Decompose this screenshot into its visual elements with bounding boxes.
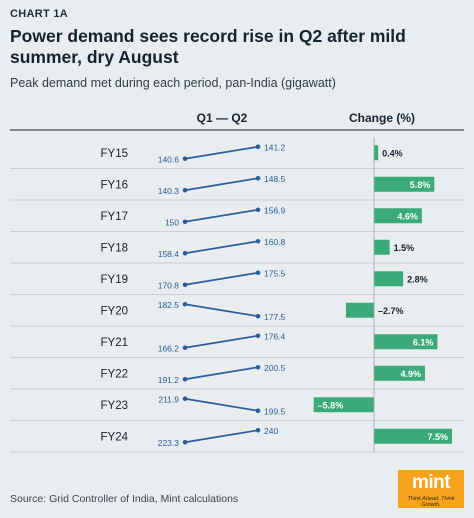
q2-point <box>255 427 261 433</box>
category-label: FY20 <box>101 305 129 317</box>
change-bar <box>374 176 435 192</box>
q2-point <box>255 144 261 150</box>
q2-point <box>255 313 261 319</box>
change-value-label: 4.6% <box>397 211 418 221</box>
change-bar <box>313 397 374 413</box>
q2-value-label: 148.5 <box>264 174 286 184</box>
change-value-label: 0.4% <box>382 148 403 158</box>
change-bar <box>374 239 390 255</box>
q1-point <box>182 156 188 162</box>
slope-line <box>184 145 259 160</box>
chart-kicker: CHART 1A <box>10 8 69 20</box>
q2-point <box>255 207 261 213</box>
change-bar <box>345 302 374 318</box>
q1-value-label: 158.4 <box>158 249 180 259</box>
q2-value-label: 175.5 <box>264 268 286 278</box>
q1-point <box>182 376 188 382</box>
category-label: FY17 <box>101 211 129 223</box>
slope-line <box>184 240 259 255</box>
q2-point <box>255 333 261 339</box>
q2-point <box>255 408 261 414</box>
q1-point <box>182 396 188 402</box>
category-label: FY21 <box>101 337 129 349</box>
change-value-label: 4.9% <box>400 369 421 379</box>
change-value-label: 6.1% <box>413 337 434 347</box>
mint-logo: mint Think Ahead. Think Growth. <box>398 470 464 508</box>
logo-tagline: Think Ahead. Think Growth. <box>407 496 455 508</box>
q1-value-label: 182.5 <box>158 300 180 310</box>
change-value-label: 5.8% <box>410 180 431 190</box>
logo-wordmark: mint <box>411 472 451 493</box>
slope-line <box>184 334 259 349</box>
q2-value-label: 160.8 <box>264 237 286 247</box>
category-label: FY19 <box>101 274 129 286</box>
q1-point <box>182 439 188 445</box>
q1-value-label: 140.6 <box>158 154 180 164</box>
q1-value-label: 211.9 <box>158 394 179 404</box>
q1-point <box>182 301 188 307</box>
slope-line <box>184 177 259 192</box>
q1-value-label: 140.3 <box>158 186 180 196</box>
q2-value-label: 199.5 <box>264 406 286 416</box>
category-label: FY16 <box>101 179 129 191</box>
q2-value-label: 176.4 <box>264 331 286 341</box>
source-note: Source: Grid Controller of India, Mint c… <box>10 493 239 505</box>
category-label: FY24 <box>101 431 129 443</box>
q2-point <box>255 238 261 244</box>
change-value-label: 7.5% <box>427 432 448 442</box>
slope-column-header: Q1 — Q2 <box>197 111 248 125</box>
change-bar <box>374 145 379 161</box>
q1-value-label: 223.3 <box>158 438 180 448</box>
q1-point <box>182 345 188 351</box>
change-value-label: –5.8% <box>318 400 344 410</box>
change-bar <box>374 208 422 224</box>
change-bar <box>374 365 425 381</box>
category-label: FY23 <box>101 400 129 412</box>
q2-point <box>255 175 261 181</box>
chart-rows: FY15 140.6 141.2 0.4% FY16 140.3 148.5 5.8% FY17… <box>10 137 464 453</box>
q2-value-label: 200.5 <box>264 363 286 373</box>
change-value-label: 1.5% <box>394 243 415 253</box>
q2-point <box>255 364 261 370</box>
q1-value-label: 150 <box>165 217 179 227</box>
q1-value-label: 191.2 <box>158 375 180 385</box>
change-bar <box>374 271 404 287</box>
slope-line <box>184 366 259 381</box>
slope-line <box>184 271 259 286</box>
q1-point <box>182 250 188 256</box>
q1-point <box>182 187 188 193</box>
category-label: FY15 <box>101 148 129 160</box>
q1-point <box>182 282 188 288</box>
chart-subtitle: Peak demand met during each period, pan-… <box>10 76 336 90</box>
change-bar <box>374 428 452 444</box>
slope-line <box>184 303 259 318</box>
change-value-label: 2.8% <box>407 274 428 284</box>
change-bar <box>374 334 438 350</box>
change-column-header: Change (%) <box>349 111 415 125</box>
slope-line <box>184 397 259 412</box>
q2-value-label: 240 <box>264 426 278 436</box>
slope-line <box>184 208 259 223</box>
category-label: FY18 <box>101 242 129 254</box>
q1-point <box>182 219 188 225</box>
slope-and-change-chart: Q1 — Q2 Change (%) FY15 140.6141.20.4%FY1… <box>10 111 464 453</box>
q2-value-label: 156.9 <box>264 205 286 215</box>
q1-value-label: 170.8 <box>158 280 180 290</box>
q2-value-label: 177.5 <box>264 312 286 322</box>
q2-point <box>255 270 261 276</box>
q2-value-label: 141.2 <box>264 142 286 152</box>
change-value-label: –2.7% <box>378 306 404 316</box>
chart-title: Power demand sees record rise in Q2 afte… <box>10 26 406 67</box>
q1-value-label: 166.2 <box>158 343 180 353</box>
category-label: FY22 <box>101 368 129 380</box>
slope-line <box>184 429 259 444</box>
